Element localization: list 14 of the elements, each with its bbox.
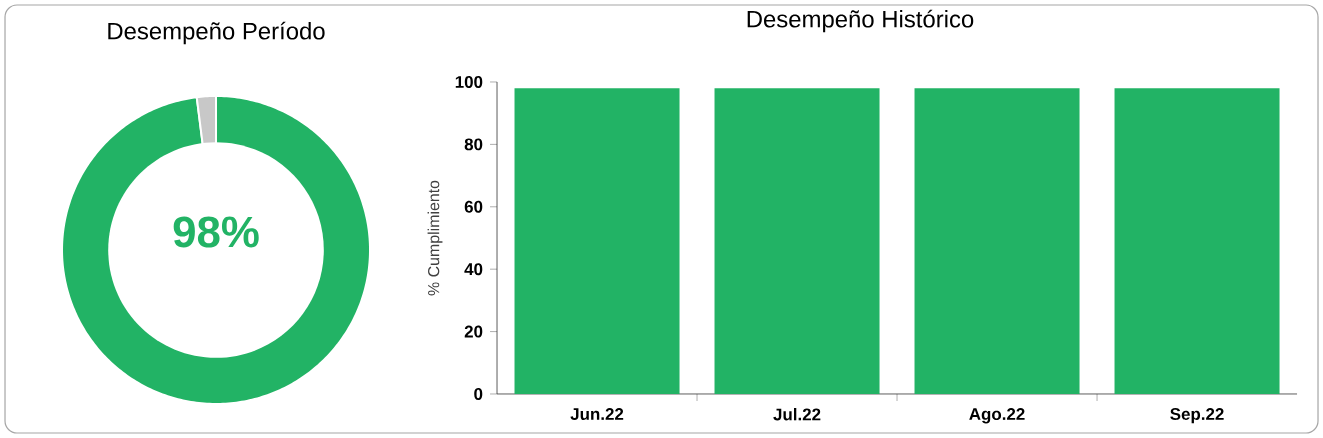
x-tick-label: Sep.22 [1170,408,1224,424]
y-tick-label: 80 [464,138,483,151]
chart-title: Desempeño Histórico [747,9,974,33]
text: 98% [173,216,259,248]
y-tick-label: 60 [464,200,483,213]
y-tick-label: 100 [455,76,483,88]
x-tick-label: Jul.22 [773,408,821,421]
x-tick-label: Ago.22 [969,408,1025,424]
y-tick-label: 20 [464,325,483,338]
chart-title: Desempeño Período [108,21,325,45]
y-tick-label: 0 [474,388,483,400]
y-axis-title: % Cumplimiento [427,180,443,296]
x-tick-label: Jun.22 [570,408,624,421]
y-tick-label: 40 [464,263,483,276]
